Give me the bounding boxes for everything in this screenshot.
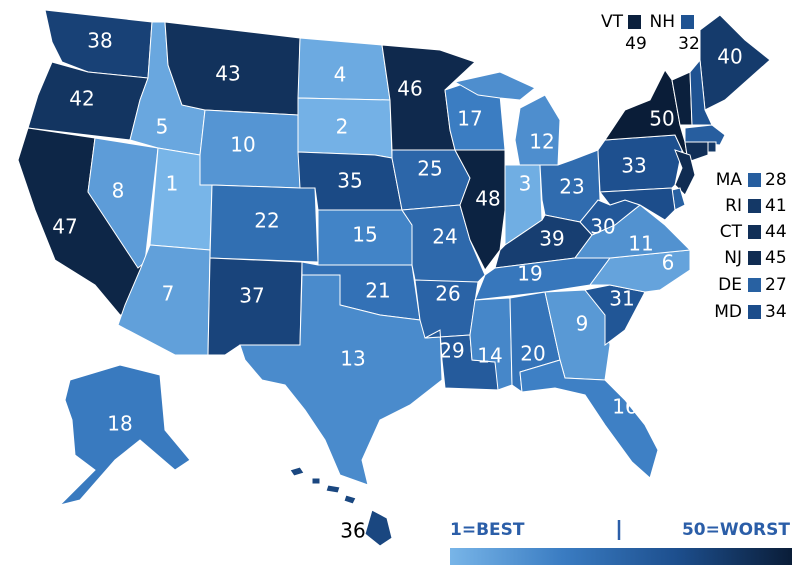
state	[58, 364, 191, 506]
state-rank: 33	[621, 154, 646, 178]
state-rank: 6	[662, 251, 675, 275]
state-rank: 23	[559, 175, 584, 199]
callout-swatch	[748, 278, 761, 292]
state-rank: 29	[439, 339, 464, 363]
state-rank: 47	[52, 215, 77, 239]
state	[707, 141, 717, 153]
state-rank: 10	[230, 133, 255, 157]
color-scale-bar	[450, 548, 792, 565]
state-rank: 20	[520, 342, 545, 366]
state-rank: 39	[539, 227, 564, 251]
state-rank: 15	[352, 223, 377, 247]
state	[539, 149, 601, 223]
state	[519, 359, 659, 479]
callout-rank: 45	[765, 248, 787, 268]
callout-swatch	[748, 173, 761, 187]
state-rank: 38	[87, 29, 112, 53]
state-rank: 43	[215, 62, 240, 86]
state-rank: 12	[529, 130, 554, 154]
state	[674, 149, 696, 196]
state-rank: 21	[365, 279, 390, 303]
callout-rank: 34	[765, 302, 787, 322]
callout-swatch	[628, 15, 641, 29]
callout-rank: 49	[625, 34, 647, 54]
callout-label: MA	[716, 170, 743, 190]
state	[684, 124, 726, 146]
callout-rank: 44	[765, 222, 787, 242]
state-shapes	[17, 9, 771, 547]
callout-swatch	[748, 199, 761, 213]
state-rank: 9	[576, 312, 589, 336]
state-rank: 3	[519, 172, 532, 196]
state-rank: 14	[477, 344, 502, 368]
state-rank: 16	[612, 395, 637, 419]
state-rank: 1	[166, 172, 179, 196]
state-rank: 36	[340, 519, 365, 543]
state-rank: 37	[239, 284, 264, 308]
callout-rank: 41	[765, 196, 787, 216]
state	[239, 274, 443, 486]
state	[689, 58, 713, 126]
state-rank: 19	[517, 262, 542, 286]
state	[289, 466, 393, 547]
callout-swatch	[748, 225, 761, 239]
state-rank: 11	[628, 232, 653, 256]
state-rank: 24	[432, 225, 457, 249]
callout-rank: 27	[765, 275, 787, 295]
callout-swatch	[681, 15, 694, 29]
state-rank: 4	[334, 63, 347, 87]
state-rank: 13	[340, 347, 365, 371]
state-rank: 31	[609, 287, 634, 311]
state-labels: 3842475843101722374235152113462524262917…	[52, 29, 742, 543]
state-rank: 2	[336, 115, 349, 139]
legend-worst: 50=WORST	[682, 520, 790, 540]
state-rank: 42	[69, 87, 94, 111]
state-rank: 7	[162, 282, 175, 306]
state-rank: 50	[649, 107, 674, 131]
state-rank: 26	[435, 282, 460, 306]
callout-label: CT	[720, 222, 743, 242]
callout-label: NJ	[724, 248, 742, 268]
state-rank: 46	[397, 77, 422, 101]
callout-label: RI	[725, 196, 742, 216]
state-rank: 48	[475, 187, 500, 211]
callout-label: NH	[650, 12, 676, 32]
state-rank: 17	[457, 107, 482, 131]
state-rank: 8	[112, 179, 125, 203]
state-rank: 5	[156, 115, 169, 139]
callout-rank: 28	[765, 170, 787, 190]
callout-swatch	[748, 251, 761, 265]
state-rank: 35	[337, 169, 362, 193]
state-rank: 22	[254, 209, 279, 233]
legend-best: 1=BEST	[450, 520, 525, 540]
callout-rank: 32	[678, 34, 700, 54]
state	[599, 187, 676, 221]
callout-swatch	[748, 305, 761, 319]
state-rank: 18	[107, 412, 132, 436]
state-rank: 40	[717, 45, 742, 69]
state-rank: 25	[417, 157, 442, 181]
callout-label: VT	[601, 12, 624, 32]
callout-label: DE	[718, 275, 742, 295]
state-rank: 30	[590, 215, 615, 239]
state	[209, 184, 319, 263]
callout-label: MD	[714, 302, 742, 322]
